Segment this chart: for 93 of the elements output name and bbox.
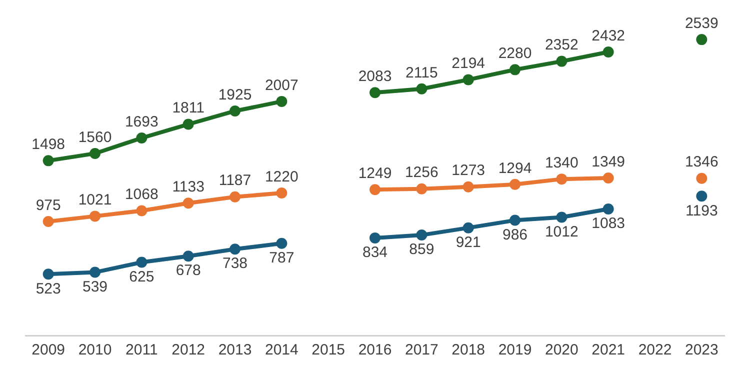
data-label: 1012 <box>544 223 578 240</box>
point <box>230 191 240 202</box>
x-tick-label: 2013 <box>218 342 252 358</box>
point <box>42 155 54 166</box>
data-label: 1068 <box>124 186 158 204</box>
data-label: 2539 <box>684 14 718 32</box>
data-label: 1693 <box>124 113 158 130</box>
data-label: 2280 <box>498 45 532 62</box>
data-label: 921 <box>456 234 481 251</box>
point <box>416 83 428 94</box>
data-label: 834 <box>362 244 388 262</box>
data-label: 1811 <box>172 100 204 117</box>
point <box>230 244 240 255</box>
point <box>370 184 380 196</box>
point <box>370 232 380 244</box>
data-label: 523 <box>36 280 61 298</box>
data-label: 986 <box>502 226 528 244</box>
data-label: 1498 <box>32 136 66 154</box>
x-tick-label: 2020 <box>544 342 578 358</box>
point <box>90 266 100 278</box>
data-label: 1249 <box>358 165 392 182</box>
point <box>602 46 614 58</box>
data-label: 2007 <box>264 76 298 94</box>
data-label: 1340 <box>544 154 578 172</box>
point <box>602 203 614 214</box>
data-label: 738 <box>222 255 248 272</box>
point <box>556 212 568 223</box>
point <box>182 118 194 130</box>
data-label: 2432 <box>592 27 626 44</box>
point <box>462 74 474 86</box>
x-tick-label: 2010 <box>78 342 112 358</box>
point <box>510 64 520 76</box>
point <box>90 210 100 222</box>
data-label: 1256 <box>404 164 438 182</box>
point <box>370 87 380 98</box>
point <box>556 56 568 67</box>
data-label: 1346 <box>684 154 718 171</box>
x-tick-label: 2016 <box>358 342 392 358</box>
data-label: 787 <box>269 250 294 267</box>
x-tick-label: 2017 <box>404 342 438 358</box>
point <box>276 238 288 249</box>
x-tick-label: 2014 <box>264 342 298 358</box>
data-label: 1133 <box>172 178 204 196</box>
x-tick-label: 2011 <box>126 342 158 358</box>
data-label: 1021 <box>78 192 112 209</box>
point <box>462 181 474 192</box>
data-label: 859 <box>409 241 434 258</box>
data-label: 1083 <box>592 215 626 232</box>
point <box>136 256 148 268</box>
data-label: 1220 <box>264 168 298 186</box>
x-tick-label: 2009 <box>32 342 66 358</box>
data-label: 1349 <box>592 153 626 170</box>
data-label: 1187 <box>218 172 252 190</box>
data-label: 678 <box>176 262 201 280</box>
point <box>602 172 614 184</box>
point <box>136 205 148 216</box>
point <box>510 178 520 190</box>
data-label: 975 <box>36 196 61 214</box>
data-label: 625 <box>129 268 154 286</box>
data-label: 2083 <box>358 68 392 85</box>
point <box>696 172 708 184</box>
data-label: 1193 <box>686 202 718 220</box>
x-tick-label: 2019 <box>498 342 532 358</box>
point <box>182 250 194 262</box>
point <box>182 198 194 209</box>
x-tick-label: 2021 <box>592 342 626 358</box>
point <box>416 230 428 241</box>
data-label: 1294 <box>498 160 532 177</box>
point <box>556 174 568 185</box>
point <box>136 132 148 144</box>
point <box>696 190 708 202</box>
point <box>462 222 474 234</box>
data-label: 1273 <box>452 162 486 180</box>
data-label: 2194 <box>452 55 486 72</box>
data-label: 2352 <box>544 36 578 54</box>
x-tick-label: 2022 <box>638 342 672 358</box>
x-tick-label: 2015 <box>312 342 346 358</box>
point <box>696 34 708 46</box>
point <box>416 183 428 194</box>
point <box>230 105 240 116</box>
data-label: 539 <box>82 278 108 296</box>
x-tick-label: 2018 <box>452 342 486 358</box>
point <box>90 148 100 159</box>
point <box>42 216 54 228</box>
point <box>276 96 288 107</box>
x-tick-label: 2023 <box>684 342 718 358</box>
point <box>510 214 520 226</box>
x-tick-label: 2012 <box>172 342 206 358</box>
point <box>42 268 54 280</box>
point <box>276 188 288 199</box>
data-label: 1925 <box>218 86 252 104</box>
data-label: 1560 <box>78 128 112 146</box>
data-label: 2115 <box>406 64 438 82</box>
